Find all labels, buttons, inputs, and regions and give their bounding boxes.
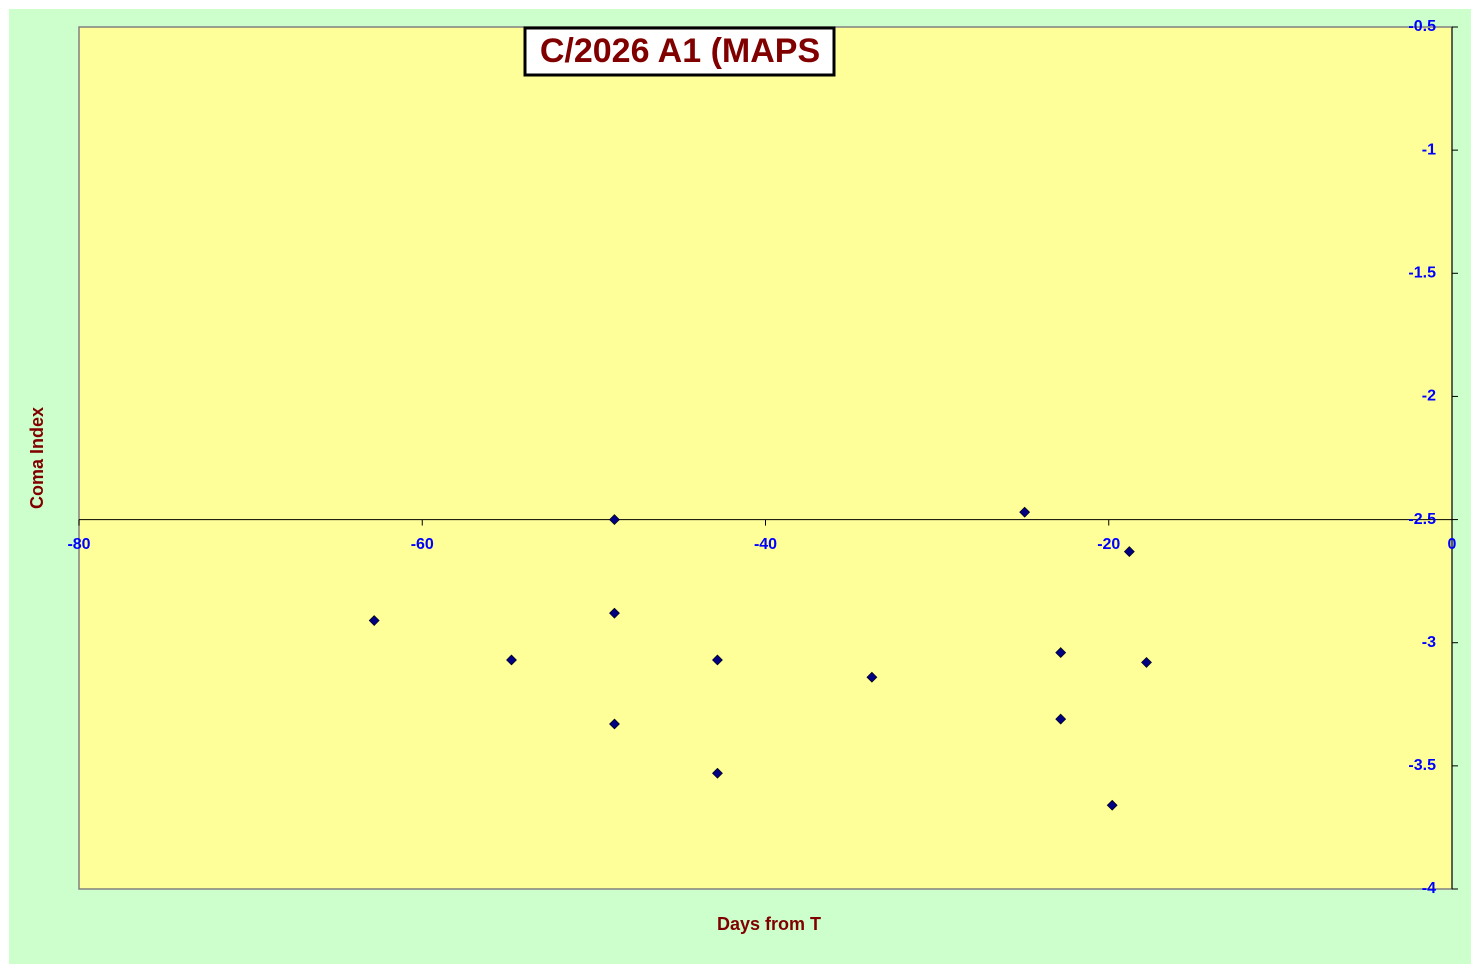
data-point: [506, 654, 517, 666]
data-point: [1141, 656, 1152, 668]
x-axis-label: Days from T: [717, 914, 821, 934]
data-point: [368, 615, 380, 626]
y-tick-label: -2: [1422, 388, 1436, 405]
data-point: [1055, 713, 1067, 725]
y-tick-label: -1: [1422, 141, 1436, 158]
x-tick-label: -80: [67, 536, 90, 553]
data-point: [866, 671, 878, 683]
x-tick-label: -20: [1097, 536, 1120, 553]
data-point: [1019, 506, 1031, 518]
data-point: [1106, 799, 1118, 811]
x-tick-label: 0: [1448, 536, 1457, 553]
data-point: [1123, 546, 1135, 558]
y-tick-label: -3.5: [1408, 757, 1436, 774]
y-tick-label: -1.5: [1408, 265, 1436, 282]
y-tick-label: -0.5: [1408, 18, 1436, 35]
data-point: [712, 767, 723, 779]
title-box: [523, 26, 836, 77]
x-tick-label: -60: [411, 536, 434, 553]
data-point: [609, 718, 620, 730]
data-point: [712, 654, 723, 666]
data-point: [609, 607, 620, 619]
data-point: [1055, 647, 1067, 658]
y-tick-label: -2.5: [1408, 511, 1436, 528]
plot-area: [78, 26, 1453, 890]
y-tick-label: -4: [1422, 880, 1436, 897]
data-point: [609, 514, 620, 525]
y-axis-label: Coma Index: [27, 407, 47, 509]
x-tick-label: -40: [754, 536, 777, 553]
y-tick-label: -3: [1422, 634, 1436, 651]
chart-title: C/2026 A1 (MAPS: [540, 32, 820, 70]
